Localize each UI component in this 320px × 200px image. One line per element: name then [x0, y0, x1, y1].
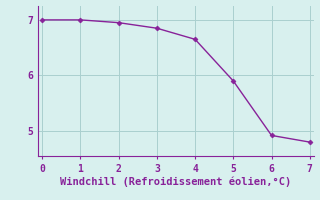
X-axis label: Windchill (Refroidissement éolien,°C): Windchill (Refroidissement éolien,°C) — [60, 176, 292, 187]
